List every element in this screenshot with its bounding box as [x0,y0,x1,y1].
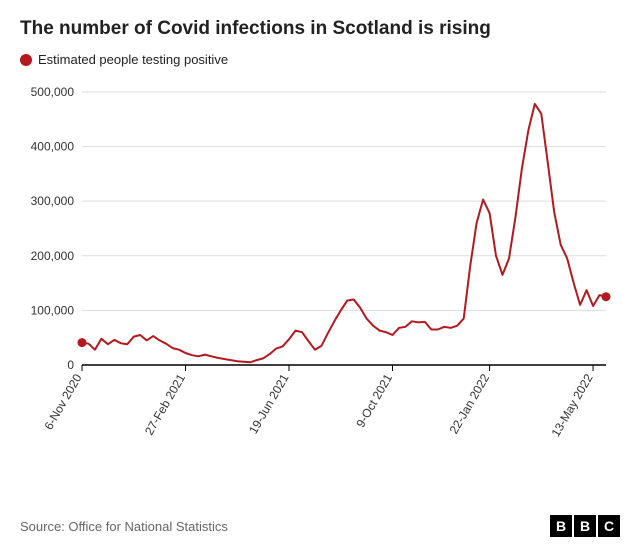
bbc-logo: B B C [550,515,620,537]
svg-text:300,000: 300,000 [31,194,75,208]
svg-text:13-May 2022: 13-May 2022 [549,371,596,439]
svg-text:0: 0 [67,358,74,372]
svg-text:6-Nov 2020: 6-Nov 2020 [41,371,84,432]
svg-text:500,000: 500,000 [31,85,75,99]
svg-text:27-Feb 2021: 27-Feb 2021 [142,371,188,437]
line-chart-svg: 0 100,000 200,000 300,000 400,000 500,000 6-No… [20,75,620,455]
svg-text:200,000: 200,000 [31,249,75,263]
legend: Estimated people testing positive [20,52,620,67]
legend-marker-icon [20,54,32,66]
chart-title: The number of Covid infections in Scotla… [20,18,620,40]
bbc-b2: B [574,515,596,537]
svg-text:22-Jan 2022: 22-Jan 2022 [447,371,493,436]
bbc-c: C [598,515,620,537]
svg-text:19-Jun 2021: 19-Jun 2021 [246,371,292,436]
svg-text:9-Oct 2021: 9-Oct 2021 [353,371,395,430]
svg-text:100,000: 100,000 [31,303,75,317]
svg-text:400,000: 400,000 [31,140,75,154]
bbc-b1: B [550,515,572,537]
legend-label: Estimated people testing positive [38,52,228,67]
source-text: Source: Office for National Statistics [20,519,228,534]
chart-area: 0 100,000 200,000 300,000 400,000 500,000 6-No… [20,75,620,455]
